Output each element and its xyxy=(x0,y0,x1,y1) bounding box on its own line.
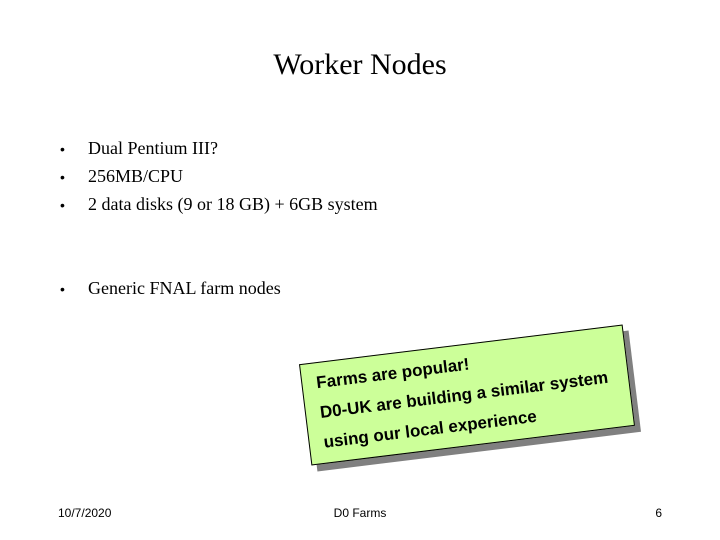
bullet-marker: • xyxy=(60,167,88,189)
bullet-item: • Dual Pentium III? xyxy=(60,135,378,163)
callout-box: Farms are popular! D0-UK are building a … xyxy=(304,344,636,452)
bullet-list: • Dual Pentium III? • 256MB/CPU • 2 data… xyxy=(60,135,378,303)
bullet-item: • 256MB/CPU xyxy=(60,163,378,191)
callout-body: Farms are popular! D0-UK are building a … xyxy=(299,325,635,466)
bullet-text: Dual Pentium III? xyxy=(88,135,218,163)
bullet-text: Generic FNAL farm nodes xyxy=(88,275,281,303)
bullet-text: 256MB/CPU xyxy=(88,163,183,191)
slide-title: Worker Nodes xyxy=(0,48,720,82)
footer-center: D0 Farms xyxy=(0,506,720,520)
footer-page-number: 6 xyxy=(655,506,662,520)
bullet-item: • Generic FNAL farm nodes xyxy=(60,275,378,303)
bullet-marker: • xyxy=(60,195,88,217)
bullet-gap xyxy=(60,219,378,275)
bullet-text: 2 data disks (9 or 18 GB) + 6GB system xyxy=(88,191,378,219)
bullet-marker: • xyxy=(60,139,88,161)
bullet-item: • 2 data disks (9 or 18 GB) + 6GB system xyxy=(60,191,378,219)
bullet-marker: • xyxy=(60,279,88,301)
slide: Worker Nodes • Dual Pentium III? • 256MB… xyxy=(0,0,720,540)
